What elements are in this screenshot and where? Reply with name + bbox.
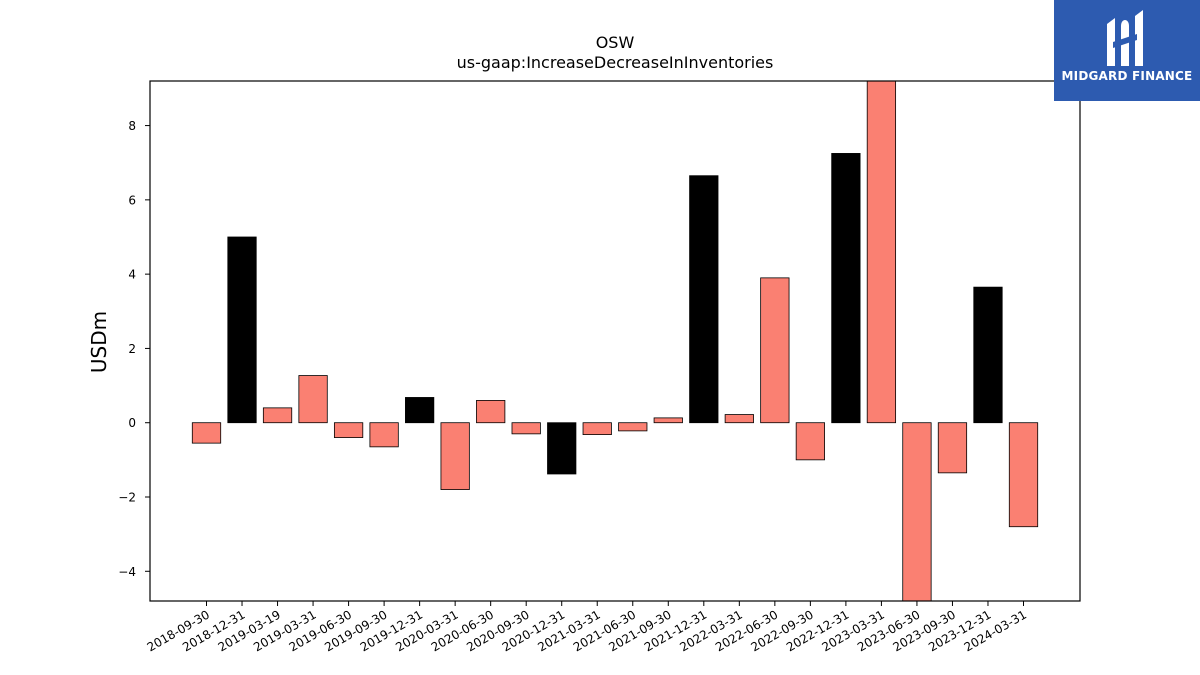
bar-2020-03-31 [440,422,470,490]
bar-2023-09-30 [937,422,968,474]
bar-2022-12-31 [831,153,861,424]
y-axis-label: USDm [87,311,111,373]
y-tick-label: 2 [128,342,136,356]
bar-2019-03-19 [262,407,293,424]
bar-2019-06-30 [333,422,364,438]
bar-2021-03-31 [582,422,612,435]
y-tick-label: −2 [118,491,136,505]
bar-2022-03-31 [724,414,754,424]
bar-2019-09-30 [369,422,399,448]
bar-2023-12-31 [973,286,1003,424]
bar-2021-12-31 [689,175,719,424]
y-tick-label: 0 [128,416,136,430]
bar-2020-06-30 [476,400,506,424]
bar-2022-09-30 [795,422,825,461]
plot-frame [149,80,1081,602]
bar-2021-06-30 [618,422,648,432]
bars-group [191,80,1039,602]
bar-2020-12-31 [547,422,577,475]
bar-2022-06-30 [760,277,790,424]
bar-2021-09-30 [653,417,683,424]
midgard-finance-logo: MIDGARD FINANCE [1054,0,1200,101]
x-axis: 2018-09-302018-12-312019-03-192019-03-31… [145,601,1029,654]
bar-2023-06-30 [902,422,932,602]
bar-2019-12-31 [405,397,435,424]
logo-text: MIDGARD FINANCE [1061,69,1193,83]
bar-2019-03-31 [298,375,328,424]
bar-2020-09-30 [511,422,541,435]
y-tick-label: 6 [128,193,136,207]
bar-2024-03-31 [1008,422,1039,528]
y-tick-label: 8 [128,119,136,133]
y-axis: −4 −2 0 2 4 6 8 [118,119,150,579]
chart-title: OSW [596,33,635,52]
midgard-logo-icon [1107,10,1143,66]
y-tick-label: 4 [128,268,136,282]
bar-2023-03-31 [866,80,897,424]
bar-2018-12-31 [227,236,257,424]
chart-subtitle: us-gaap:IncreaseDecreaseInInventories [457,53,774,72]
bar-2018-09-30 [191,422,222,444]
y-tick-label: −4 [118,565,136,579]
